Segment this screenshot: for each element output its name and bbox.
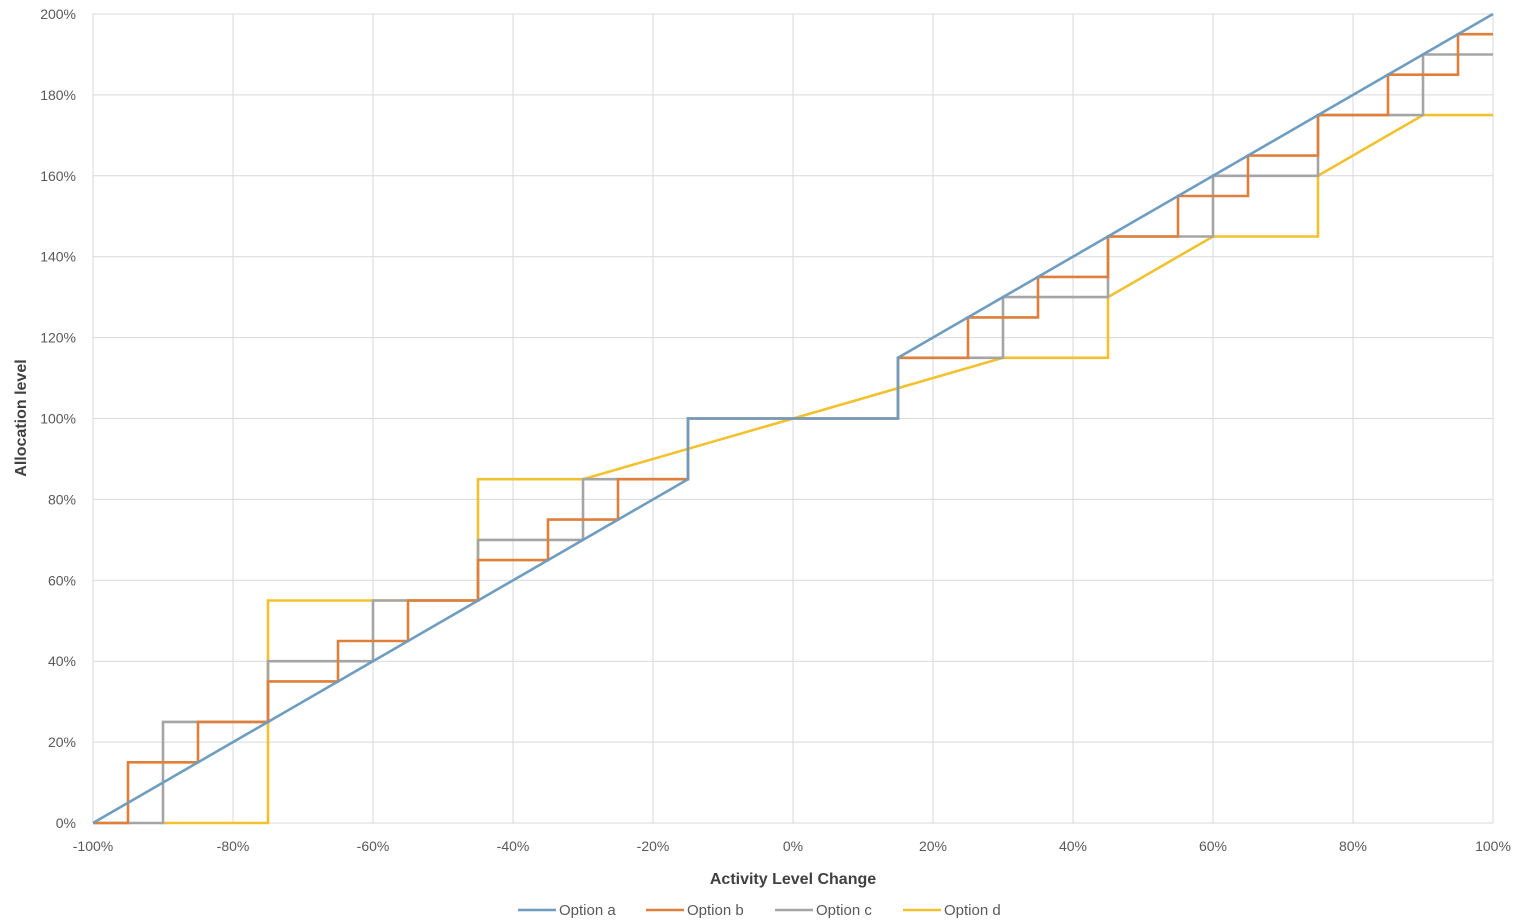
- x-axis-title: Activity Level Change: [710, 871, 876, 888]
- x-tick-label: 40%: [1059, 838, 1087, 854]
- y-tick-label: 160%: [40, 168, 76, 184]
- x-tick-label: -60%: [357, 838, 390, 854]
- x-tick-label: 80%: [1339, 838, 1367, 854]
- x-tick-label: -20%: [637, 838, 670, 854]
- legend-label-option-d: Option d: [944, 902, 1001, 919]
- x-tick-label: 0%: [783, 838, 803, 854]
- y-tick-label: 20%: [48, 734, 76, 750]
- y-tick-label: 80%: [48, 491, 76, 507]
- y-tick-label: 180%: [40, 87, 76, 103]
- series-line-option-a: [92, 12, 1494, 825]
- x-tick-label: 100%: [1475, 838, 1511, 854]
- legend-label-option-c: Option c: [816, 902, 872, 919]
- tick-labels: -100% -80% -60% -40% -20% 0% 20% 40% 60% 80% 100% 0…: [40, 6, 1511, 854]
- y-tick-label: 140%: [40, 249, 76, 265]
- series-line-option-d: [163, 113, 1493, 825]
- x-tick-label: 20%: [919, 838, 947, 854]
- x-tick-label: -100%: [73, 838, 113, 854]
- y-tick-label: 200%: [40, 6, 76, 22]
- legend-label-option-a: Option a: [559, 902, 616, 919]
- x-tick-label: -80%: [217, 838, 250, 854]
- y-axis-title: Allocation level: [13, 359, 30, 476]
- x-tick-label: -40%: [497, 838, 530, 854]
- y-tick-label: 120%: [40, 330, 76, 346]
- x-tick-label: 60%: [1199, 838, 1227, 854]
- legend-label-option-b: Option b: [687, 902, 744, 919]
- grid: [92, 13, 1494, 824]
- y-tick-label: 40%: [48, 653, 76, 669]
- y-tick-label: 100%: [40, 411, 76, 427]
- series-layer: [92, 12, 1494, 825]
- y-tick-label: 60%: [48, 572, 76, 588]
- y-tick-label: 0%: [56, 815, 76, 831]
- legend: Option a Option b Option c Option d: [518, 902, 1001, 919]
